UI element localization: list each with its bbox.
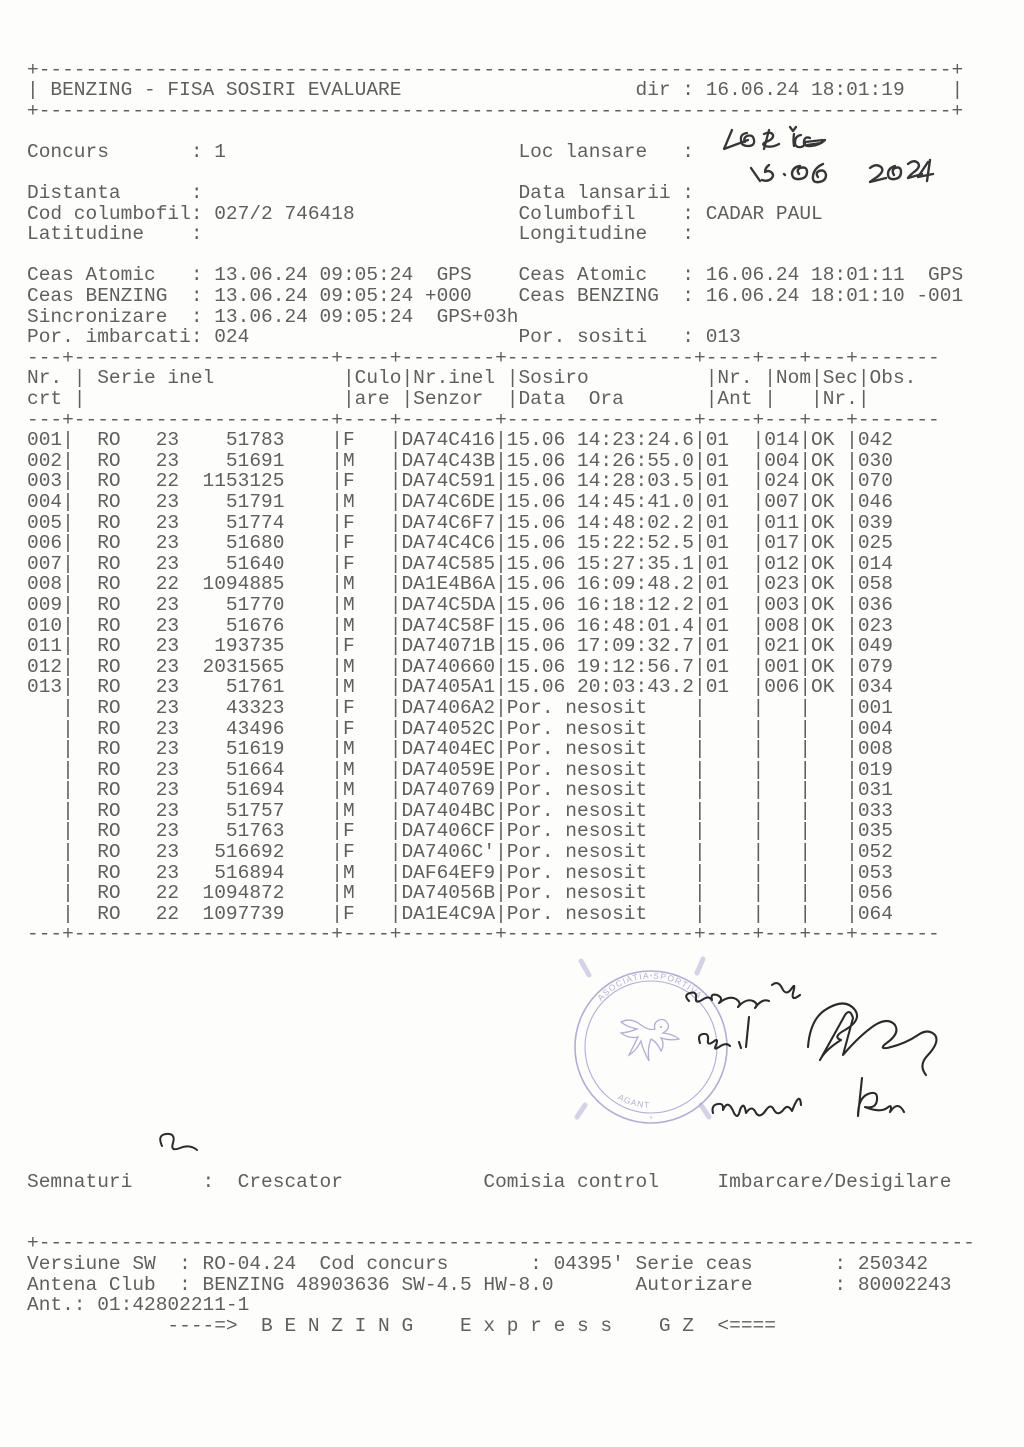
svg-text:*: * <box>650 1116 653 1123</box>
svg-text:*: * <box>650 974 653 981</box>
svg-text:AGANT: AGANT <box>616 1092 650 1110</box>
